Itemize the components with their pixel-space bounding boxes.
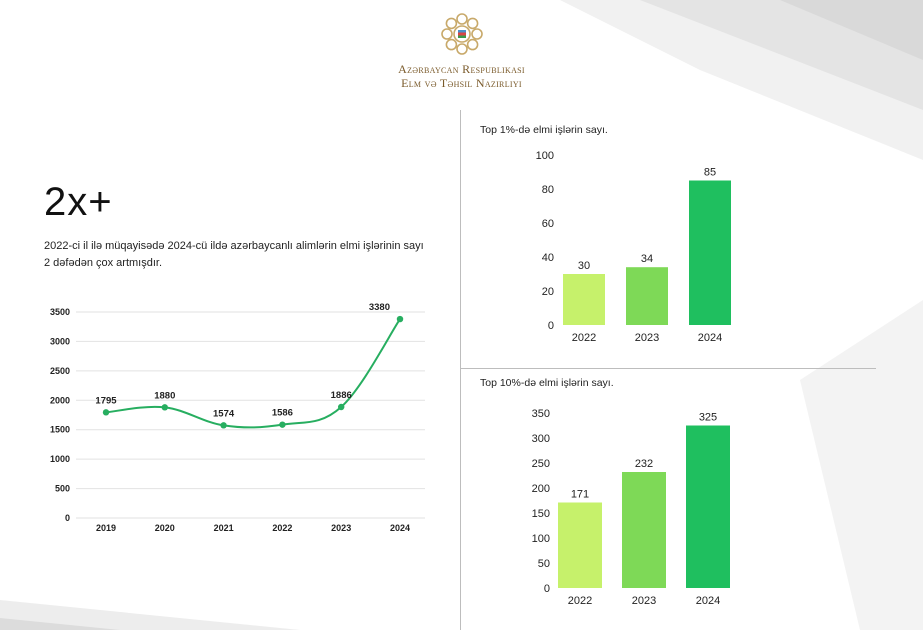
y-tick-label: 50: [538, 558, 550, 570]
y-tick-label: 3500: [50, 307, 70, 317]
bar: [622, 472, 666, 588]
y-tick-label: 1500: [50, 425, 70, 435]
bar: [626, 267, 668, 325]
data-label: 30: [578, 260, 590, 272]
y-tick-label: 300: [532, 433, 550, 445]
series-line: [105, 318, 401, 429]
bar: [558, 502, 602, 588]
y-tick-label: 150: [532, 508, 550, 520]
vertical-divider: [460, 110, 461, 630]
y-tick-label: 350: [532, 408, 550, 420]
y-tick-label: 2000: [50, 395, 70, 405]
bar: [563, 274, 605, 325]
data-point: [220, 422, 227, 429]
data-label: 3380: [369, 302, 390, 313]
data-label: 1886: [331, 390, 352, 401]
y-tick-label: 60: [542, 218, 554, 230]
y-tick-label: 200: [532, 483, 550, 495]
headline-stat: 2x+: [44, 180, 113, 224]
state-emblem-icon: [440, 13, 483, 55]
y-tick-label: 40: [542, 252, 554, 264]
y-tick-label: 250: [532, 458, 550, 470]
y-tick-label: 100: [536, 150, 554, 162]
top10-chart-title: Top 10%-də elmi işlərin sayı.: [480, 377, 614, 389]
ministry-name-line2: Elm və Təhsil Nazirliyi: [401, 76, 522, 90]
x-tick-label: 2022: [272, 523, 292, 533]
data-label: 85: [704, 167, 716, 179]
x-tick-label: 2022: [572, 332, 596, 344]
y-tick-label: 0: [544, 583, 550, 595]
ministry-name-line1: Azərbaycan Respublikası: [398, 62, 525, 76]
y-tick-label: 80: [542, 184, 554, 196]
data-label: 1795: [95, 395, 117, 406]
data-label: 171: [571, 489, 589, 501]
y-tick-label: 1000: [50, 454, 70, 464]
x-tick-label: 2023: [632, 595, 656, 607]
top1-bar-chart: 0 20 40 60 80 100 30 2022 34 2023 85 2024: [536, 150, 731, 344]
x-tick-label: 2020: [155, 523, 175, 533]
y-tick-label: 100: [532, 533, 550, 545]
data-label: 325: [699, 412, 717, 424]
y-tick-label: 0: [548, 320, 554, 332]
data-label: 1574: [213, 408, 235, 419]
x-tick-label: 2024: [390, 523, 410, 533]
horizontal-divider: [460, 368, 876, 369]
data-label: 34: [641, 253, 653, 265]
y-tick-label: 20: [542, 286, 554, 298]
ministry-header: Azərbaycan Respublikası Elm və Təhsil Na…: [0, 10, 923, 90]
x-tick-label: 2019: [96, 523, 116, 533]
bar: [689, 180, 731, 325]
data-point: [161, 404, 168, 411]
data-point: [102, 409, 110, 416]
headline-description: 2022-ci il ilə müqayisədə 2024-cü ildə a…: [44, 240, 424, 269]
data-point: [396, 315, 404, 323]
y-tick-label: 0: [65, 513, 70, 523]
y-tick-label: 3000: [50, 336, 70, 346]
top10-bar-chart: 0 50 100 150 200 250 300 350 171 2022 232 2023 325 20…: [532, 408, 730, 607]
data-point: [279, 421, 286, 428]
top1-chart-title: Top 1%-də elmi işlərin sayı.: [480, 124, 608, 136]
data-label: 1586: [272, 408, 293, 419]
bar: [686, 425, 730, 588]
data-point: [338, 403, 345, 411]
data-label: 232: [635, 458, 653, 470]
data-label: 1880: [154, 390, 175, 401]
x-tick-label: 2024: [696, 595, 720, 607]
x-tick-label: 2021: [214, 523, 234, 533]
y-tick-label: 500: [55, 484, 70, 494]
line-chart: 0 500 1000 1500 2000 2500 3000 3500 2019 2020 2021…: [50, 302, 425, 533]
x-tick-label: 2022: [568, 595, 592, 607]
y-tick-label: 2500: [50, 366, 70, 376]
x-tick-label: 2023: [635, 332, 659, 344]
x-tick-label: 2024: [698, 332, 722, 344]
x-tick-label: 2023: [331, 523, 351, 533]
